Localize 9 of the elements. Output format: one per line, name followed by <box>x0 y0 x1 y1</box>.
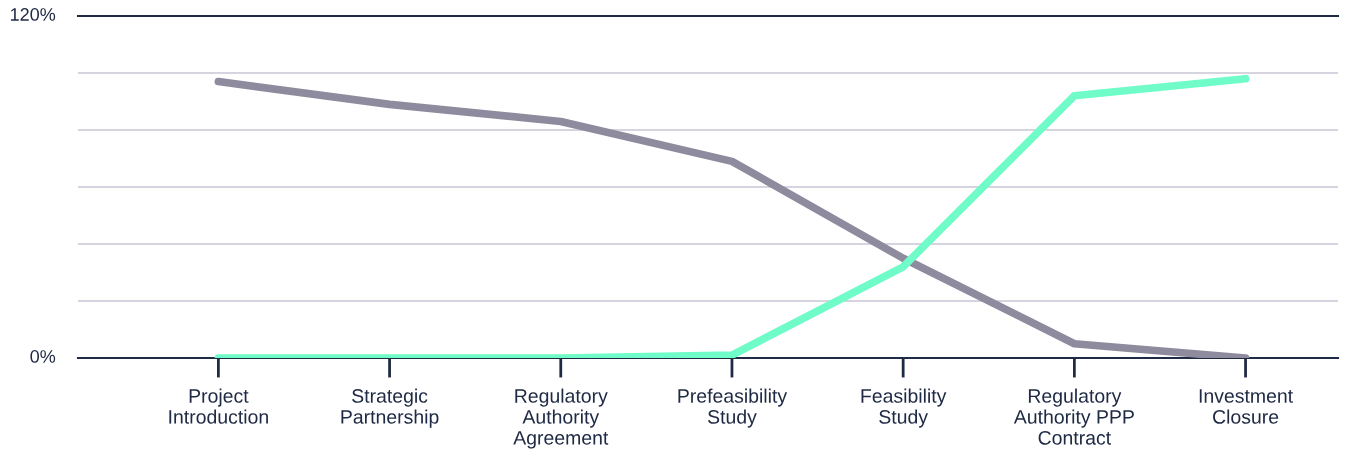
x-tick-label: Investment Closure <box>1199 389 1293 424</box>
x-tick-label: Prefeasibility Study <box>678 388 788 428</box>
y-tick-label: 0% <box>30 350 56 363</box>
y-tick-label: 120% <box>10 8 56 21</box>
x-tick-label: Regulatory Authority PPP Contract <box>1013 388 1134 445</box>
x-tick-label: Regulatory Authority Agreement <box>513 388 609 449</box>
x-tick-label: Strategic Partnership <box>341 388 439 428</box>
x-tick-label: Feasibility Study <box>861 388 947 428</box>
x-tick-label: Project Introduction <box>169 388 268 424</box>
